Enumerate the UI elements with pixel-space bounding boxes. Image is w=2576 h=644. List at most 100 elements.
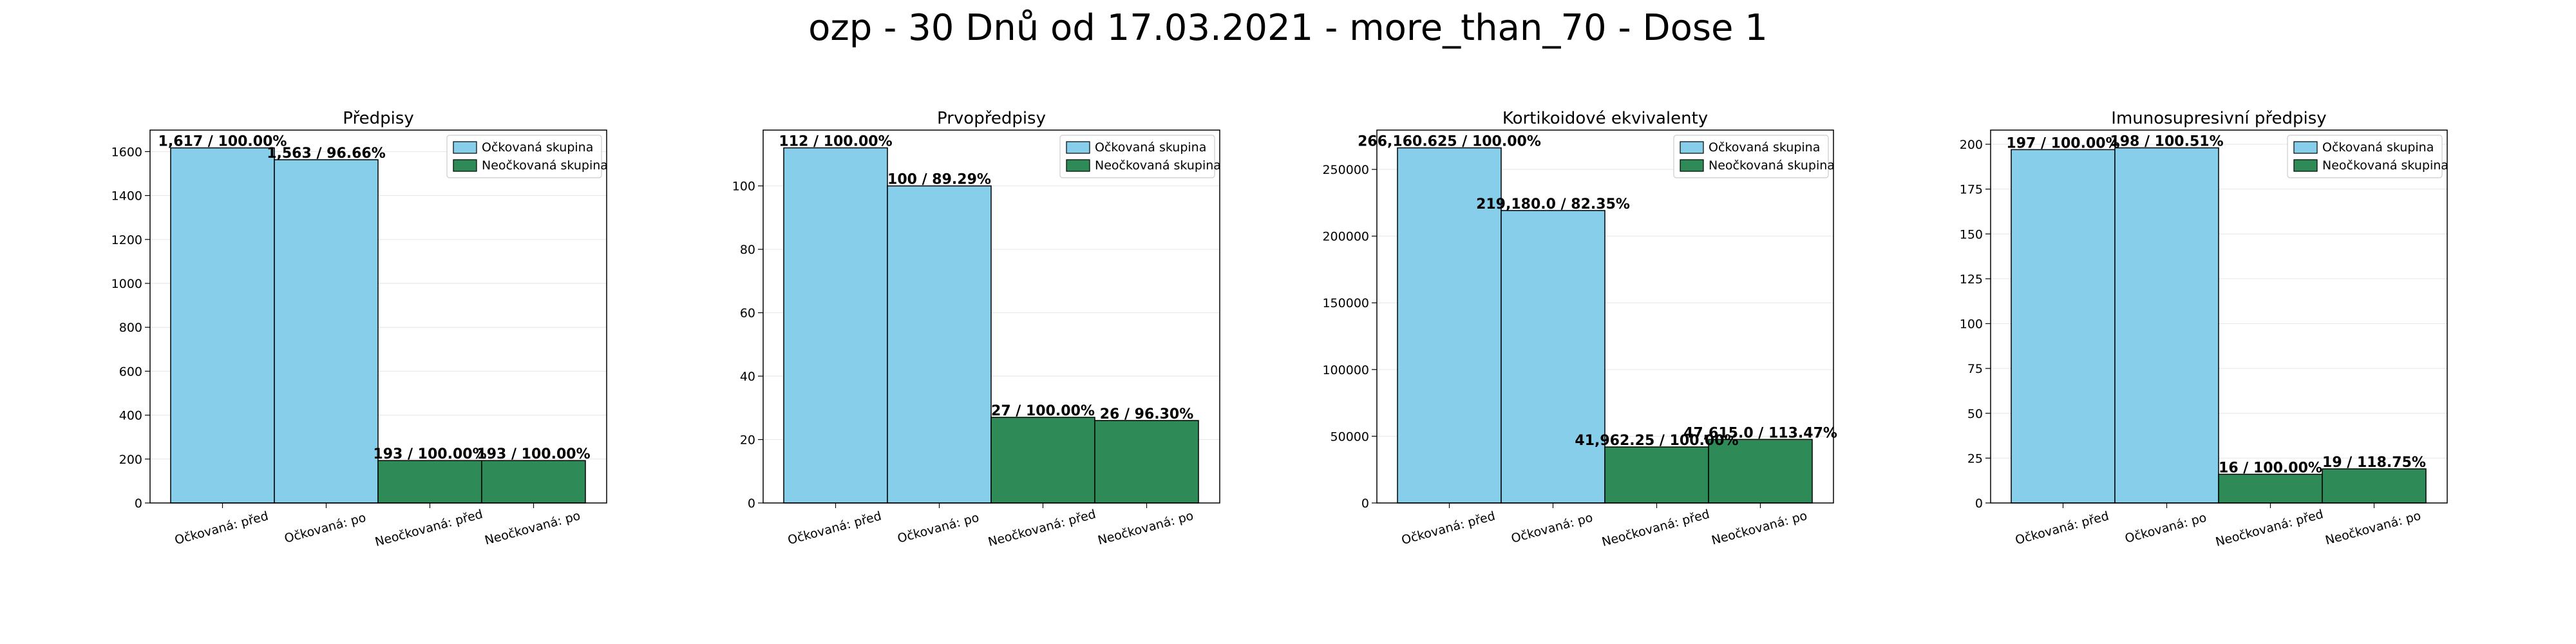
subplot-title: Předpisy — [343, 109, 414, 128]
y-tick-label: 1600 — [111, 145, 142, 159]
legend: Očkovaná skupina Neočkovaná skupina — [1673, 135, 1835, 178]
y-tick-label: 1200 — [111, 233, 142, 247]
data-label: 198 / 100.51% — [2110, 134, 2223, 150]
y-tick-label: 200 — [1960, 138, 1983, 152]
x-tick-label: Neočkovaná: po — [1096, 509, 1195, 548]
subplot-title: Prvopředpisy — [937, 109, 1046, 128]
legend-swatch-unvaccinated — [453, 159, 477, 172]
y-tick-label: 100 — [1960, 317, 1983, 332]
subplots: 1,617 / 100.00%1,563 / 96.66% 193 / 100.0… — [111, 109, 2448, 549]
bar-4 — [481, 460, 586, 504]
x-tick-label: Očkovaná: před — [173, 509, 270, 547]
legend-swatch-vaccinated — [1066, 141, 1090, 154]
legend-label-unvaccinated: Neočkovaná skupina — [482, 158, 608, 173]
y-tick-label: 150000 — [1322, 296, 1369, 310]
bar-4 — [2322, 468, 2427, 504]
legend-label-unvaccinated: Neočkovaná skupina — [1709, 158, 1835, 173]
legend: Očkovaná skupina Neočkovaná skupina — [1059, 135, 1221, 178]
y-tick-label: 800 — [119, 321, 142, 335]
y-tick-label: 80 — [740, 243, 755, 257]
bar-1 — [1397, 147, 1502, 504]
y-tick-label: 20 — [740, 433, 755, 448]
y-tick-label: 1000 — [111, 277, 142, 291]
y-tick-label: 50000 — [1331, 430, 1369, 444]
data-label: 19 / 118.75% — [2322, 455, 2426, 471]
legend-box — [1059, 135, 1215, 178]
x-tick-label: Neočkovaná: po — [1710, 509, 1808, 548]
x-tick-label: Očkovaná: před — [1400, 509, 1497, 547]
x-tick-label: Očkovaná: po — [2123, 511, 2208, 546]
legend-label-unvaccinated: Neočkovaná skupina — [2322, 158, 2448, 173]
data-label: 27 / 100.00% — [991, 403, 1095, 419]
data-label: 219,180.0 / 82.35% — [1476, 196, 1630, 213]
bar-3 — [2218, 473, 2323, 504]
bar-2 — [1501, 210, 1605, 504]
legend-swatch-unvaccinated — [2293, 159, 2318, 172]
data-label: 47,615.0 / 113.47% — [1683, 425, 1837, 441]
bar-2 — [274, 159, 379, 504]
axes-frame — [762, 129, 1220, 504]
x-tick-label: Neočkovaná: před — [1600, 507, 1711, 549]
y-tick-label: 125 — [1960, 272, 1983, 287]
legend-swatch-vaccinated — [453, 141, 477, 154]
bar-4 — [1094, 420, 1199, 504]
bar-3 — [990, 417, 1095, 504]
y-tick-label: 250000 — [1322, 163, 1369, 177]
data-label: 266,160.625 / 100.00% — [1358, 134, 1541, 150]
y-tick-label: 600 — [119, 365, 142, 379]
x-tick-label: Neočkovaná: před — [2214, 507, 2325, 549]
y-tick-label: 0 — [1975, 497, 1983, 511]
bar-2 — [887, 185, 992, 504]
bar-3 — [1604, 446, 1709, 504]
subplot-2: 112 / 100.00% 100 / 89.29% 27 / 100.00% 26 … — [732, 109, 1221, 549]
x-tick-label: Očkovaná: po — [1510, 511, 1594, 546]
bar-1 — [170, 147, 275, 504]
y-tick-label: 40 — [740, 370, 755, 384]
y-tick-label: 0 — [1361, 497, 1369, 511]
legend-label-vaccinated: Očkovaná skupina — [2322, 140, 2434, 155]
subplot-4: 197 / 100.00%198 / 100.51% 16 / 100.00% 19… — [1960, 109, 2448, 549]
x-tick-label: Očkovaná: po — [896, 511, 980, 546]
y-tick-label: 200 — [119, 453, 142, 467]
y-tick-label: 25 — [1967, 451, 1983, 466]
legend-swatch-vaccinated — [2293, 141, 2318, 154]
x-tick-label: Očkovaná: po — [283, 511, 367, 546]
legend-label-vaccinated: Očkovaná skupina — [482, 140, 593, 155]
data-label: 100 / 89.29% — [887, 172, 991, 188]
legend-label-unvaccinated: Neočkovaná skupina — [1095, 158, 1221, 173]
data-label: 16 / 100.00% — [2219, 460, 2322, 476]
data-label: 41,962.25 / 100.00% — [1575, 433, 1738, 449]
y-tick-label: 50 — [1967, 407, 1983, 421]
axes-frame — [1990, 129, 2448, 504]
legend-box — [2287, 135, 2443, 178]
y-tick-label: 200000 — [1322, 230, 1369, 244]
axes-frame — [1376, 129, 1834, 504]
y-tick-label: 0 — [748, 497, 755, 511]
x-tick-label: Neočkovaná: před — [987, 507, 1097, 549]
legend: Očkovaná skupina Neočkovaná skupina — [446, 135, 608, 178]
legend-swatch-unvaccinated — [1066, 159, 1090, 172]
legend-swatch-vaccinated — [1680, 141, 1704, 154]
y-tick-label: 0 — [135, 497, 142, 511]
y-tick-label: 1400 — [111, 189, 142, 204]
legend-box — [446, 135, 602, 178]
legend-box — [1673, 135, 1829, 178]
x-tick-label: Očkovaná: před — [2014, 509, 2110, 547]
bar-2 — [2114, 147, 2219, 504]
bar-1 — [2011, 149, 2116, 504]
bar-4 — [1708, 439, 1813, 504]
subplot-title: Kortikoidové ekvivalenty — [1502, 109, 1708, 128]
y-tick-label: 175 — [1960, 183, 1983, 197]
data-label: 193 / 100.00% — [477, 446, 590, 462]
y-tick-label: 400 — [119, 409, 142, 423]
legend-label-vaccinated: Očkovaná skupina — [1709, 140, 1820, 155]
x-tick-label: Očkovaná: před — [786, 509, 883, 547]
data-label: 26 / 96.30% — [1100, 406, 1194, 422]
subplot-1: 1,617 / 100.00%1,563 / 96.66% 193 / 100.0… — [111, 109, 608, 549]
y-tick-label: 100000 — [1322, 363, 1369, 377]
data-label: 112 / 100.00% — [779, 134, 892, 150]
figure-title: ozp - 30 Dnů od 17.03.2021 - more_than_7… — [808, 7, 1768, 49]
legend-swatch-unvaccinated — [1680, 159, 1704, 172]
axes-frame — [149, 129, 607, 504]
